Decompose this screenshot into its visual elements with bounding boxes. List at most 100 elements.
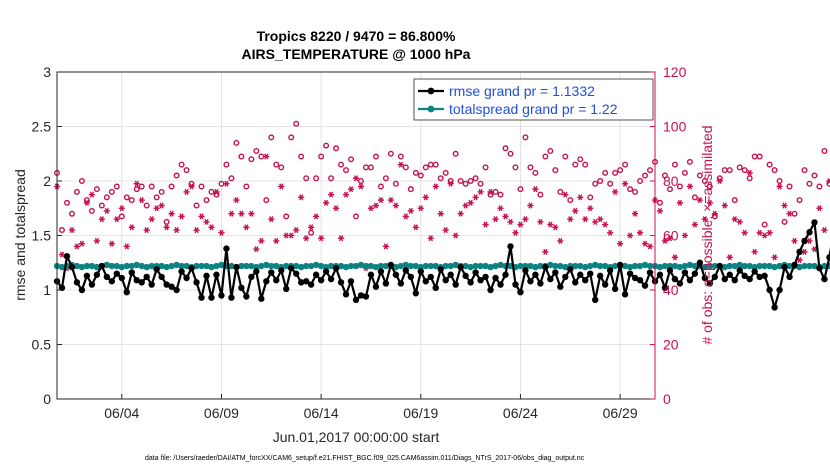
obs-possible-marker: [427, 161, 434, 168]
totalspread-point: [547, 261, 554, 269]
legend-spread-marker: [427, 105, 435, 113]
obs-possible-marker: [622, 161, 629, 168]
obs-assimilated-marker: [417, 205, 424, 212]
rmse-point: [258, 295, 265, 302]
obs-possible-marker: [806, 180, 813, 187]
obs-assimilated-marker: [332, 205, 340, 212]
totalspread-point: [661, 262, 669, 270]
rmse-point: [746, 275, 753, 283]
obs-assimilated-marker: [636, 229, 644, 236]
obs-possible-marker: [377, 183, 384, 190]
rmse-point: [203, 272, 210, 280]
obs-possible-marker: [542, 153, 549, 160]
obs-assimilated-marker: [562, 191, 569, 198]
obs-possible-marker: [193, 202, 200, 209]
rmse-point: [751, 268, 758, 275]
obs-possible-marker: [258, 153, 265, 160]
totalspread-point: [806, 262, 813, 270]
rmse-point: [268, 269, 275, 276]
rmse-point: [387, 261, 395, 269]
rmse-point: [522, 267, 529, 274]
rmse-point: [517, 288, 524, 296]
rmse-point: [691, 270, 699, 277]
rmse-point: [537, 280, 544, 287]
rmse-point: [661, 284, 669, 292]
obs-assimilated-marker: [686, 183, 693, 190]
obs-possible-marker: [98, 202, 105, 209]
rmse-point: [83, 272, 91, 280]
legend-spread-label: totalspread grand pr = 1.22: [449, 101, 618, 117]
rmse-point: [352, 296, 360, 304]
obs-assimilated-marker: [522, 216, 529, 223]
obs-assimilated-marker: [547, 221, 554, 228]
rmse-point: [168, 283, 175, 290]
totalspread-point: [168, 262, 175, 270]
obs-assimilated-marker: [412, 224, 419, 231]
rmse-point: [616, 261, 624, 269]
totalspread-point: [701, 263, 709, 271]
obs-assimilated-marker: [746, 169, 753, 176]
x-tick-label: 06/14: [304, 405, 339, 421]
obs-possible-marker: [58, 227, 65, 234]
obs-possible-marker: [78, 177, 85, 184]
totalspread-point: [307, 262, 315, 270]
rmse-point: [776, 286, 783, 294]
obs-possible-marker: [243, 183, 250, 190]
obs-assimilated-marker: [477, 188, 484, 195]
rmse-point: [78, 286, 86, 294]
rmse-point: [781, 263, 788, 271]
obs-possible-marker: [532, 169, 539, 176]
rmse-point: [73, 279, 81, 286]
y-ticks-left: 0 0.5 1 1.5 2 2.5 3: [32, 64, 62, 407]
rmse-point: [611, 285, 619, 293]
rmse-point: [656, 271, 664, 278]
totalspread-point: [641, 261, 649, 269]
totalspread-point: [676, 263, 684, 271]
obs-assimilated-marker: [278, 183, 285, 190]
obs-possible-marker: [547, 148, 554, 155]
rmse-point: [726, 271, 733, 278]
obs-possible-marker: [113, 183, 120, 190]
obs-assimilated-marker: [826, 177, 830, 185]
rmse-point: [123, 288, 130, 296]
totalspread-point: [557, 262, 564, 270]
totalspread-point: [198, 262, 205, 270]
rmse-point: [442, 276, 449, 284]
obs-possible-marker: [816, 183, 823, 190]
rmse-point: [178, 268, 185, 275]
y-right-tick-label: 120: [663, 64, 687, 80]
obs-assimilated-marker: [133, 180, 140, 187]
rmse-point: [302, 278, 310, 285]
obs-possible-marker: [637, 177, 644, 184]
obs-assimilated-marker: [103, 207, 110, 215]
y-right-tick-label: 100: [663, 119, 687, 135]
rmse-point: [507, 243, 514, 250]
obs-assimilated-marker: [377, 197, 385, 204]
obs-assimilated-marker: [98, 216, 105, 223]
obs-possible-marker: [597, 177, 604, 184]
obs-assimilated-marker: [258, 237, 265, 244]
obs-possible-marker: [367, 164, 374, 171]
obs-assimilated-marker: [731, 216, 738, 223]
totalspread-point: [392, 263, 400, 271]
rmse-point: [357, 292, 365, 299]
obs-possible-marker: [577, 156, 584, 163]
obs-possible-marker: [771, 167, 778, 174]
rmse-point: [741, 272, 748, 280]
obs-assimilated-marker: [223, 180, 230, 187]
totalspread-point: [337, 262, 345, 270]
x-tick-label: 06/19: [403, 405, 438, 421]
obs-possible-marker: [392, 180, 399, 187]
obs-assimilated-marker: [323, 199, 330, 206]
rmse-point: [437, 266, 444, 273]
obs-assimilated-marker: [776, 183, 783, 190]
y-right-tick-label: 40: [663, 282, 679, 298]
obs-possible-marker: [691, 194, 698, 201]
rmse-series: [53, 219, 830, 311]
x-tick-label: 06/09: [204, 405, 239, 421]
rmse-point: [806, 229, 813, 236]
obs-assimilated-marker: [661, 237, 669, 244]
rmse-point: [641, 282, 649, 289]
obs-possible-marker: [417, 172, 424, 179]
